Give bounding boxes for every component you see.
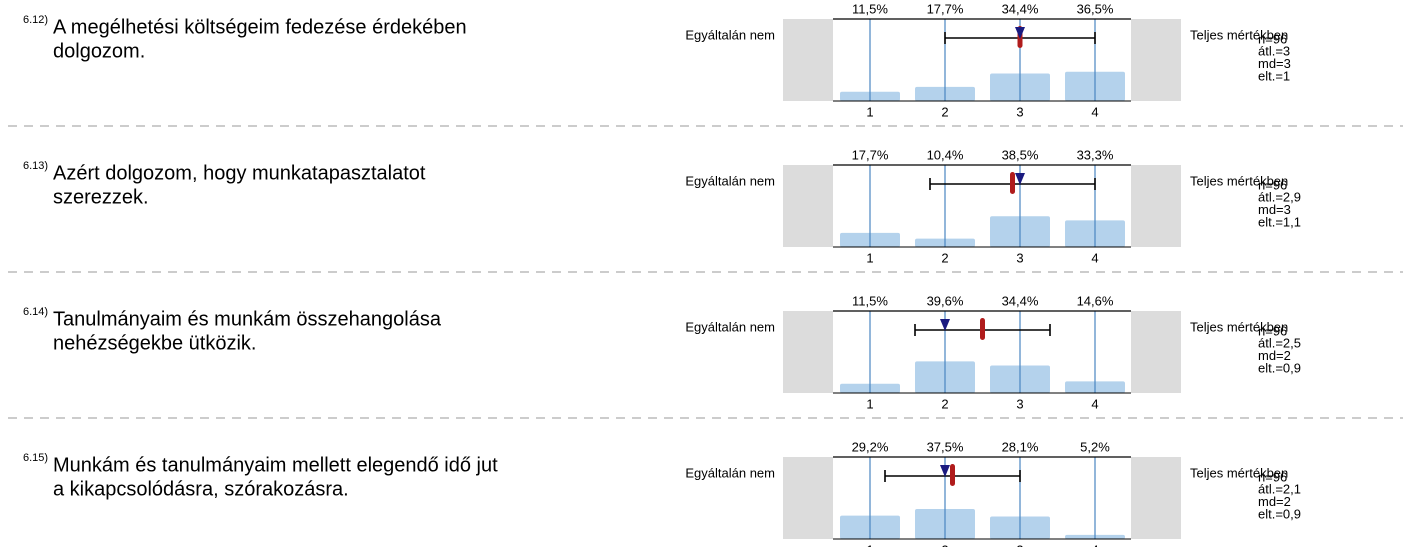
value-label: 34,4%: [1002, 293, 1039, 308]
question-text: nehézségekbe ütközik.: [53, 332, 256, 354]
question-number: 6.14): [23, 306, 48, 318]
category-label: 1: [866, 542, 873, 547]
stat-sd: elt.=0,9: [1258, 360, 1301, 375]
category-label: 1: [866, 250, 873, 265]
value-label: 28,1%: [1002, 439, 1039, 454]
stat-median: md=3: [1258, 56, 1291, 71]
gray-box: [783, 19, 833, 101]
value-label: 17,7%: [852, 147, 889, 162]
stat-n: n=96: [1258, 469, 1287, 484]
question-text: dolgozom.: [53, 40, 145, 62]
gray-box: [1131, 19, 1181, 101]
category-label: 3: [1016, 542, 1023, 547]
question-number: 6.13): [23, 160, 48, 172]
left-label: Egyáltalán nem: [685, 27, 775, 42]
gray-box: [1131, 165, 1181, 247]
question-text: szerezzek.: [53, 186, 149, 208]
right-label: Teljes mértékben: [1190, 319, 1288, 334]
category-label: 4: [1091, 104, 1098, 119]
stat-n: n=96: [1258, 323, 1287, 338]
value-label: 11,5%: [852, 1, 888, 16]
left-label: Egyáltalán nem: [685, 319, 775, 334]
gray-box: [783, 457, 833, 539]
category-label: 4: [1091, 542, 1098, 547]
question-text: Tanulmányaim és munkám összehangolása: [53, 308, 442, 330]
question-text: A megélhetési költségeim fedezése érdeké…: [53, 16, 467, 38]
stat-sd: elt.=1: [1258, 68, 1290, 83]
value-label: 38,5%: [1002, 147, 1039, 162]
median-marker: [1015, 27, 1025, 39]
category-label: 2: [941, 396, 948, 411]
value-label: 37,5%: [927, 439, 964, 454]
mean-marker: [950, 464, 955, 486]
stat-mean: átl.=2,5: [1258, 336, 1301, 351]
category-label: 3: [1016, 250, 1023, 265]
gray-box: [783, 165, 833, 247]
question-text: Azért dolgozom, hogy munkatapasztalatot: [53, 162, 426, 184]
category-label: 1: [866, 104, 873, 119]
category-label: 2: [941, 250, 948, 265]
stat-mean: átl.=3: [1258, 44, 1290, 59]
stat-median: md=2: [1258, 348, 1291, 363]
category-label: 3: [1016, 104, 1023, 119]
category-label: 4: [1091, 250, 1098, 265]
category-label: 2: [941, 104, 948, 119]
value-label: 14,6%: [1077, 293, 1114, 308]
stat-n: n=96: [1258, 177, 1287, 192]
value-label: 10,4%: [927, 147, 964, 162]
category-label: 3: [1016, 396, 1023, 411]
value-label: 5,2%: [1080, 439, 1110, 454]
question-number: 6.12): [23, 14, 48, 26]
value-label: 36,5%: [1077, 1, 1114, 16]
stat-median: md=3: [1258, 202, 1291, 217]
left-label: Egyáltalán nem: [685, 173, 775, 188]
gray-box: [1131, 457, 1181, 539]
category-label: 4: [1091, 396, 1098, 411]
value-label: 17,7%: [927, 1, 964, 16]
mean-marker: [1010, 172, 1015, 194]
stat-sd: elt.=1,1: [1258, 214, 1301, 229]
mean-marker: [980, 318, 985, 340]
gray-box: [1131, 311, 1181, 393]
stat-median: md=2: [1258, 494, 1291, 509]
question-text: Munkám és tanulmányaim mellett elegendő …: [53, 454, 498, 476]
stat-sd: elt.=0,9: [1258, 506, 1301, 521]
right-label: Teljes mértékben: [1190, 173, 1288, 188]
value-label: 39,6%: [927, 293, 964, 308]
right-label: Teljes mértékben: [1190, 465, 1288, 480]
question-text: a kikapcsolódásra, szórakozásra.: [53, 478, 349, 500]
stat-n: n=96: [1258, 31, 1287, 46]
stat-mean: átl.=2,1: [1258, 482, 1301, 497]
value-label: 29,2%: [852, 439, 889, 454]
value-label: 33,3%: [1077, 147, 1114, 162]
median-marker: [1015, 173, 1025, 185]
median-marker: [940, 465, 950, 477]
stat-mean: átl.=2,9: [1258, 190, 1301, 205]
value-label: 34,4%: [1002, 1, 1039, 16]
value-label: 11,5%: [852, 293, 888, 308]
category-label: 2: [941, 542, 948, 547]
left-label: Egyáltalán nem: [685, 465, 775, 480]
category-label: 1: [866, 396, 873, 411]
question-number: 6.15): [23, 452, 48, 464]
median-marker: [940, 319, 950, 331]
gray-box: [783, 311, 833, 393]
right-label: Teljes mértékben: [1190, 27, 1288, 42]
